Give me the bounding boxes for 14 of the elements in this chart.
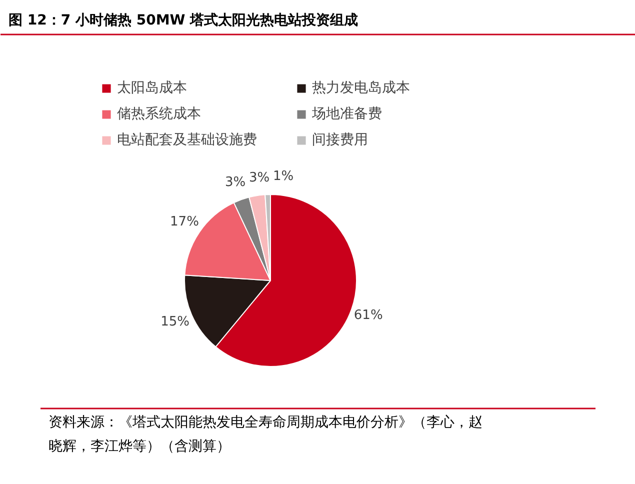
data-label: 17% (170, 214, 199, 230)
data-label: 15% (160, 314, 190, 330)
legend-label: 储热系统成本 (117, 105, 202, 123)
legend-label: 场地准备费 (312, 105, 383, 123)
chart-title: 图 12：7 小时储热 50MW 塔式太阳光热电站投资组成 (8, 12, 358, 28)
legend-label: 太阳岛成本 (117, 79, 188, 97)
legend-label: 间接费用 (312, 131, 369, 149)
data-label: 1% (272, 169, 294, 184)
data-label: 61% (354, 308, 383, 324)
legend-label: 电站配套及基础设施费 (117, 131, 258, 149)
text: 资料来源：《塔式太阳能热发电全寿命周期成本电价分析》（李心，赵晓辉，李江烨等）（含测算） (48, 414, 482, 454)
legend-label: 热力发电岛成本 (312, 79, 411, 97)
data-label: 3% (224, 175, 246, 190)
data-label: 3% (248, 170, 270, 186)
